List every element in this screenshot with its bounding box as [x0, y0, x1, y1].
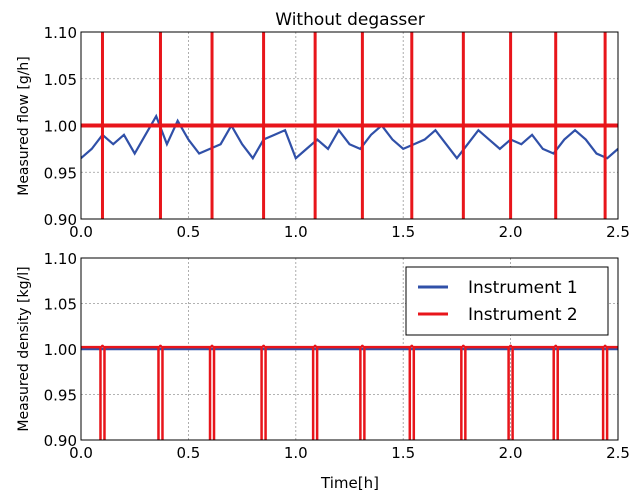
x-axis-label: Time[h] — [320, 474, 379, 492]
series-instrument-2-spike-marker — [603, 344, 607, 348]
axes-frame — [80, 257, 619, 441]
y-tick-label: 1.10 — [44, 250, 77, 268]
y-tick-label: 1.00 — [44, 118, 77, 136]
series-instrument-2-spike-marker — [100, 344, 104, 348]
legend-box — [405, 266, 609, 336]
legend-label-instrument-2: Instrument 2 — [468, 305, 578, 325]
series-instrument-2-spike-marker — [509, 344, 513, 348]
series-instrument-2-spike-marker — [210, 344, 214, 348]
chart-title: Without degasser — [275, 10, 424, 30]
series-instrument-2-spike-marker — [360, 344, 364, 348]
x-tick-label: 0.5 — [176, 223, 200, 241]
plot-area — [81, 32, 618, 219]
series-instrument-2-spike-marker — [410, 344, 414, 348]
x-tick-label: 0.0 — [69, 223, 93, 241]
x-tick-label: 1.5 — [391, 444, 415, 462]
y-tick-label: 0.90 — [44, 211, 77, 229]
series-instrument-2-spike-marker — [461, 344, 465, 348]
legend-label-instrument-1: Instrument 1 — [468, 278, 578, 298]
y-tick-label: 1.00 — [44, 341, 77, 359]
series-instrument-2-spike-marker — [554, 344, 558, 348]
x-tick-label: 2.0 — [499, 223, 523, 241]
x-tick-label: 2.5 — [606, 444, 630, 462]
y-tick-label: 0.90 — [44, 432, 77, 450]
density-axes: 0.0 0.5 1.0 1.5 2.0 2.5 0.90 0.95 1.00 1.05 1.10 — [44, 250, 630, 462]
y-tick-label: 0.95 — [44, 164, 77, 182]
x-tick-label: 1.0 — [284, 444, 308, 462]
x-tick-label: 1.0 — [284, 223, 308, 241]
plot-area — [81, 344, 618, 440]
x-tick-label: 2.5 — [606, 223, 630, 241]
x-tick-label: 0.5 — [176, 444, 200, 462]
series-instrument-2-spike-marker — [158, 344, 162, 348]
y-axis-label-flow: Measured flow [g/h] — [16, 56, 32, 196]
axes-frame — [80, 31, 619, 220]
y-axis-label-density: Measured density [kg/l] — [16, 266, 32, 431]
series-instrument-2-line — [81, 345, 618, 440]
y-tick-label: 0.95 — [44, 387, 77, 405]
x-tick-label: 2.0 — [499, 444, 523, 462]
y-tick-label: 1.05 — [44, 71, 77, 89]
series-instrument-1-line — [81, 113, 618, 161]
series-instrument-2-spike-marker — [313, 344, 317, 348]
y-tick-label: 1.05 — [44, 296, 77, 314]
x-tick-label: 1.5 — [391, 223, 415, 241]
legend: Instrument 1 Instrument 2 — [405, 266, 609, 336]
x-tick-label: 0.0 — [69, 444, 93, 462]
y-tick-label: 1.10 — [44, 24, 77, 42]
flow-axes: 0.0 0.5 1.0 1.5 2.0 2.5 0.90 0.95 1.00 1.05 1.10 — [44, 24, 630, 241]
series-instrument-2-spike-marker — [262, 344, 266, 348]
